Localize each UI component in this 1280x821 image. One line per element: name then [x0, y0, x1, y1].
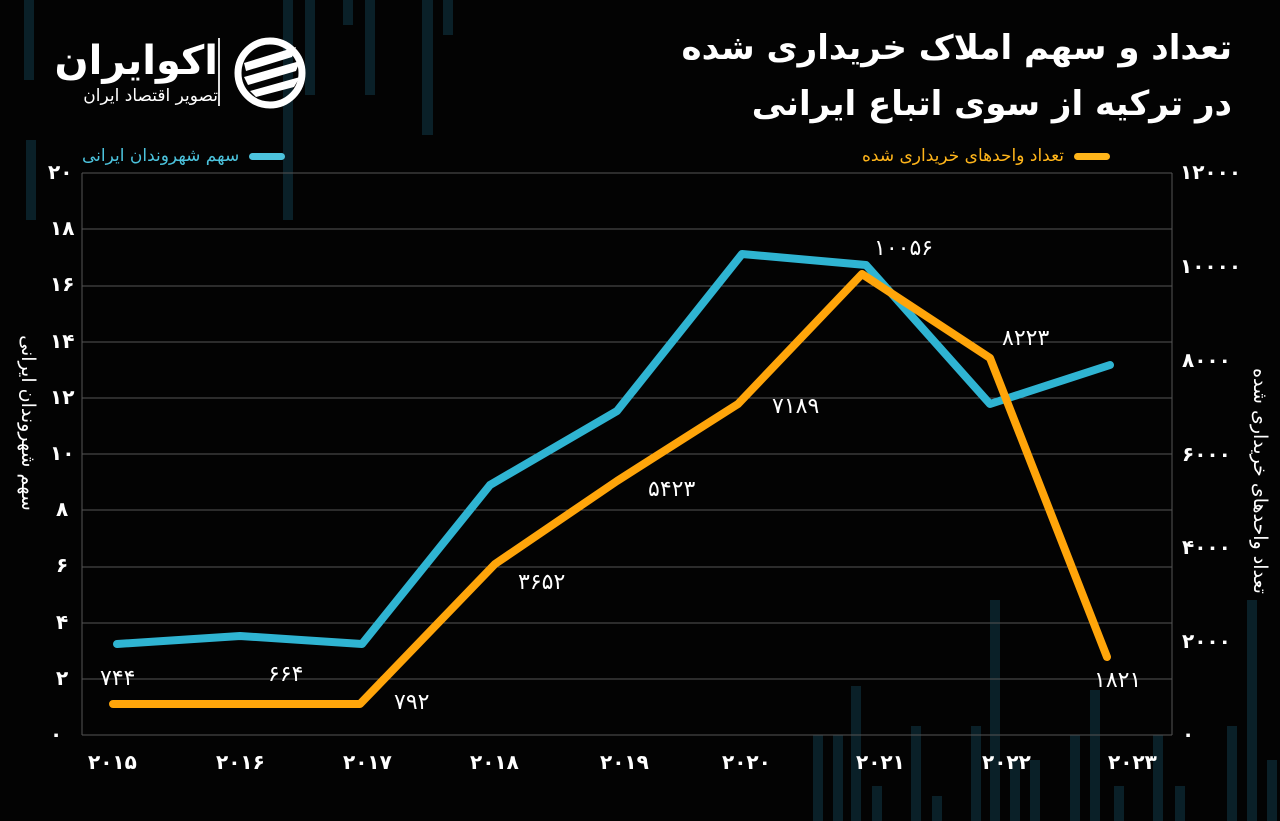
data-label: ۱۸۲۱	[1094, 668, 1142, 693]
data-label: ۵۴۲۳	[648, 477, 696, 502]
data-label: ۷۱۸۹	[772, 394, 820, 419]
left-tick: ۰	[50, 722, 63, 746]
legend-share: سهم شهروندان ایرانی	[82, 146, 286, 166]
data-label: ۷۹۲	[394, 690, 430, 715]
right-tick: ۸۰۰۰	[1182, 348, 1231, 372]
x-tick: ۲۰۱۶	[216, 750, 265, 774]
right-tick: ۶۰۰۰	[1182, 442, 1231, 466]
right-tick: ۱۰۰۰۰	[1180, 254, 1242, 278]
left-tick: ۱۶	[50, 272, 75, 296]
x-tick: ۲۰۱۵	[88, 750, 137, 774]
legend-share-label: سهم شهروندان ایرانی	[82, 146, 240, 166]
right-axis-title: تعداد واحدهای خریداری شده	[1249, 368, 1271, 594]
left-tick: ۶	[56, 553, 69, 577]
x-tick: ۲۰۱۸	[470, 750, 519, 774]
series-count-line	[109, 270, 1111, 708]
series-share-line	[113, 250, 1114, 648]
x-tick: ۲۰۲۱	[856, 750, 905, 774]
right-tick: ۰	[1182, 722, 1195, 746]
left-axis-title: سهم شهروندان ایرانی	[17, 335, 39, 511]
ecoiran-logo-icon	[234, 37, 306, 109]
left-tick: ۱۲	[50, 385, 75, 409]
data-label: ۱۰۰۵۶	[874, 236, 934, 261]
x-tick: ۲۰۱۹	[600, 750, 649, 774]
x-tick: ۲۰۲۳	[1108, 750, 1157, 774]
right-tick: ۴۰۰۰	[1182, 535, 1231, 559]
brand-tagline: تصویر اقتصاد ایران	[83, 86, 218, 106]
right-tick: ۱۲۰۰۰	[1180, 160, 1242, 184]
x-tick: ۲۰۱۷	[343, 750, 392, 774]
left-tick: ۱۴	[50, 329, 75, 353]
data-label: ۳۶۵۲	[518, 570, 566, 595]
left-tick: ۲	[56, 666, 69, 690]
left-tick: ۱۸	[50, 216, 75, 240]
x-tick: ۲۰۲۰	[722, 750, 771, 774]
left-tick: ۱۰	[50, 441, 75, 465]
legend-count: تعداد واحدهای خریداری شده	[862, 146, 1111, 166]
left-tick: ۸	[56, 497, 69, 521]
data-label: ۷۴۴	[100, 666, 136, 691]
chart-title: تعداد و سهم املاک خریداری شده در ترکیه ا…	[682, 20, 1233, 132]
data-label: ۸۲۲۳	[1002, 326, 1050, 351]
brand-name: اکوایران	[54, 38, 218, 84]
brand-logo: اکوایران تصویر اقتصاد ایران	[50, 37, 310, 109]
data-label: ۶۶۴	[268, 662, 304, 687]
chart-title-line2: در ترکیه از سوی اتباع ایرانی	[751, 84, 1232, 124]
x-tick: ۲۰۲۲	[982, 750, 1031, 774]
left-tick: ۲۰	[48, 160, 73, 184]
legend-share-swatch	[249, 152, 286, 160]
grid-lines	[81, 172, 1173, 736]
right-tick: ۲۰۰۰	[1182, 629, 1231, 653]
chart-title-line1: تعداد و سهم املاک خریداری شده	[681, 28, 1233, 68]
legend-count-label: تعداد واحدهای خریداری شده	[862, 146, 1065, 166]
left-tick: ۴	[56, 610, 69, 634]
brand-separator	[218, 38, 220, 106]
legend-count-swatch	[1074, 152, 1111, 160]
